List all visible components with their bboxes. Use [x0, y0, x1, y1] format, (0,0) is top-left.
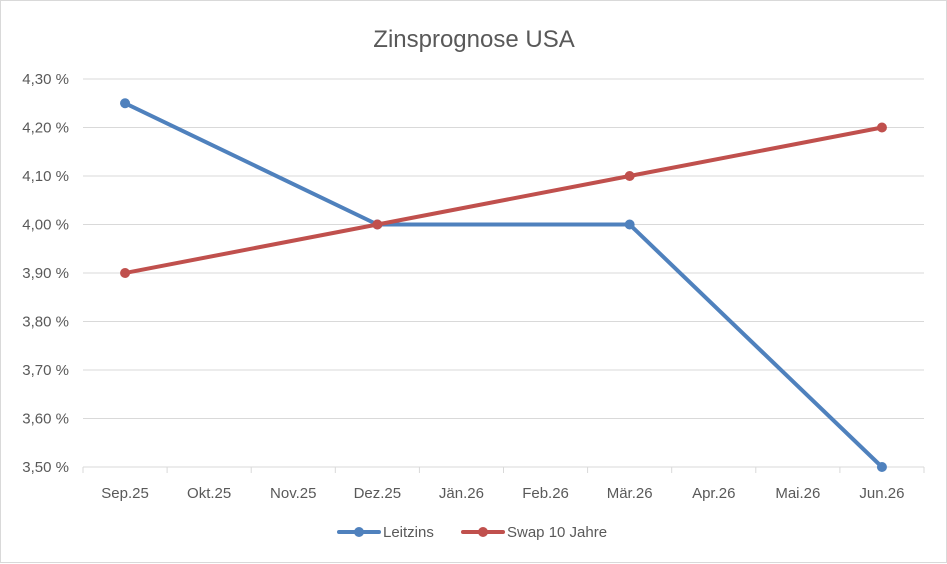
x-tick-label: Feb.26 [522, 485, 569, 502]
y-tick-label: 4,30 % [22, 71, 69, 88]
x-tick-label: Mär.26 [607, 485, 653, 502]
data-point [876, 122, 887, 133]
grid-lines [83, 78, 924, 468]
y-tick-label: 4,20 % [22, 120, 69, 137]
y-tick-label: 3,60 % [22, 411, 69, 428]
data-point [120, 98, 131, 109]
data-point [624, 219, 635, 230]
legend-label: Swap 10 Jahre [507, 524, 607, 541]
chart-title: Zinsprognose USA [373, 26, 574, 53]
legend-label: Leitzins [383, 524, 434, 541]
data-point [120, 268, 131, 278]
y-tick-label: 3,50 % [22, 459, 69, 476]
data-point [624, 171, 635, 181]
data-point [876, 462, 887, 472]
series-lines [120, 98, 887, 472]
y-tick-label: 4,10 % [22, 168, 69, 185]
x-tick-label: Okt.25 [187, 485, 231, 502]
x-tick-label: Sep.25 [101, 485, 149, 502]
x-tick-label: Jun.26 [859, 485, 904, 502]
legend: Leitzins Swap 10 Jahre [337, 524, 607, 541]
x-tick-label: Jän.26 [439, 485, 484, 502]
y-tick-label: 4,00 % [22, 217, 69, 234]
x-axis: Sep.25 Okt.25 Nov.25 Dez.25 Jän.26 Feb.26 Mär.… [82, 466, 925, 502]
x-tick-label: Nov.25 [270, 485, 316, 502]
data-point [372, 219, 383, 230]
legend-swatch-marker [354, 527, 364, 537]
x-tick-label: Apr.26 [692, 485, 735, 502]
series-line [123, 125, 884, 275]
y-tick-label: 3,80 % [22, 314, 69, 331]
y-axis-ticks: 3,50 % 3,60 % 3,70 % 3,80 % 3,90 % 4,00 % 4,10… [22, 71, 69, 476]
x-tick-label: Dez.25 [354, 485, 402, 502]
y-tick-label: 3,70 % [22, 362, 69, 379]
legend-swatch-marker [478, 527, 488, 537]
series-line [123, 101, 884, 469]
x-tick-label: Mai.26 [775, 485, 820, 502]
y-tick-label: 3,90 % [22, 265, 69, 282]
